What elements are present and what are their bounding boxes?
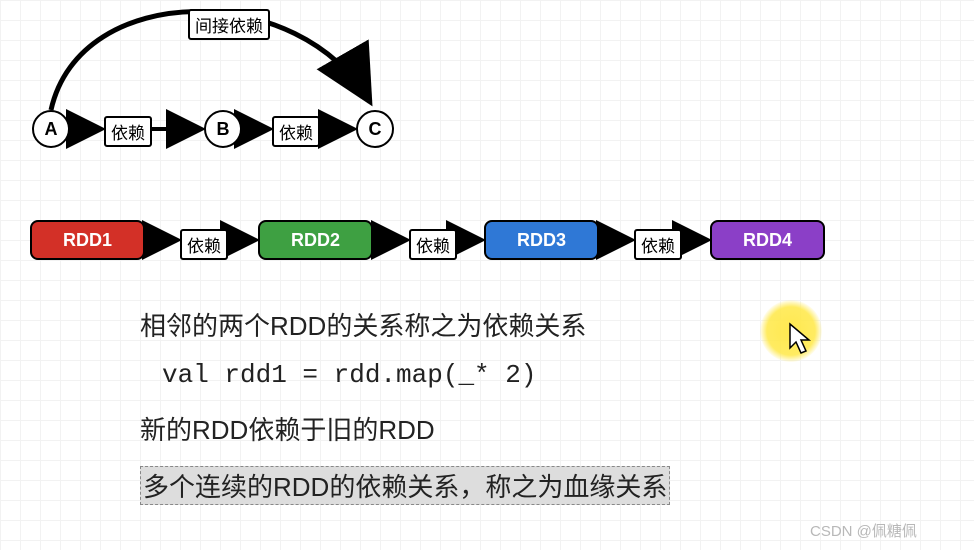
dep-r23: 依赖 (409, 229, 457, 260)
node-a: A (32, 110, 70, 148)
dep-ab: 依赖 (104, 116, 152, 147)
indirect-dep-label: 间接依赖 (188, 9, 270, 40)
node-b-label: B (217, 119, 230, 140)
code-line: val rdd1 = rdd.map(_* 2) (162, 360, 536, 390)
rdd2-box: RDD2 (258, 220, 373, 260)
cursor-highlight (760, 300, 822, 362)
node-a-label: A (45, 119, 58, 140)
attribution-text: CSDN @佩糖佩 (810, 520, 917, 541)
dep-r12: 依赖 (180, 229, 228, 260)
rdd1-label: RDD1 (63, 230, 112, 251)
rdd1-box: RDD1 (30, 220, 145, 260)
rdd3-label: RDD3 (517, 230, 566, 251)
node-b: B (204, 110, 242, 148)
node-c-label: C (369, 119, 382, 140)
dep-r34: 依赖 (634, 229, 682, 260)
rdd4-box: RDD4 (710, 220, 825, 260)
desc-line1: 相邻的两个RDD的关系称之为依赖关系 (140, 306, 586, 343)
rdd4-label: RDD4 (743, 230, 792, 251)
node-c: C (356, 110, 394, 148)
rdd2-label: RDD2 (291, 230, 340, 251)
desc-line3: 多个连续的RDD的依赖关系，称之为血缘关系 (140, 466, 670, 505)
rdd3-box: RDD3 (484, 220, 599, 260)
desc-line2: 新的RDD依赖于旧的RDD (140, 410, 435, 447)
dep-bc: 依赖 (272, 116, 320, 147)
